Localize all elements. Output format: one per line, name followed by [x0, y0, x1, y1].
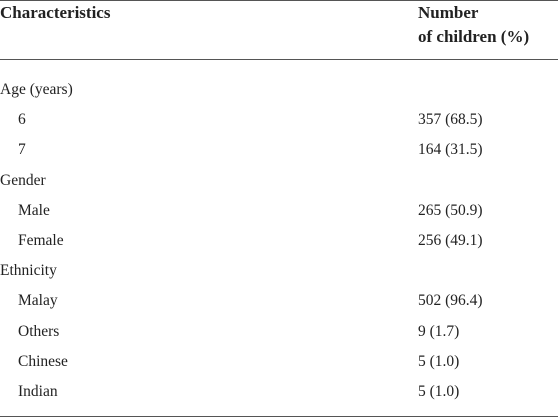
row-label: Indian: [18, 383, 58, 400]
top-rule: [0, 0, 558, 1]
group-label: Ethnicity: [0, 262, 57, 280]
group-label: Gender: [0, 171, 46, 189]
row-label: Chinese: [18, 352, 68, 370]
row-label: Female: [18, 232, 64, 249]
column-header: Number: [418, 3, 479, 22]
column-header: of children (%): [418, 27, 530, 46]
row-value: 256 (49.1): [418, 232, 483, 249]
row-label: Others: [18, 322, 60, 340]
row-value: 502 (96.4): [418, 292, 483, 310]
row-label: 6: [18, 111, 26, 129]
group-label: Age (years): [0, 81, 73, 98]
row-label: Malay: [18, 292, 58, 310]
header-rule: [0, 59, 558, 60]
row-value: 9 (1.7): [418, 322, 460, 340]
row-value: 265 (50.9): [418, 201, 483, 219]
row-value: 357 (68.5): [418, 111, 483, 129]
row-value: 164 (31.5): [418, 141, 483, 159]
row-label: 7: [18, 141, 26, 159]
row-label: Male: [18, 201, 50, 219]
column-header: Characteristics: [0, 3, 111, 22]
bottom-rule: [0, 416, 558, 417]
row-value: 5 (1.0): [418, 352, 460, 370]
row-value: 5 (1.0): [418, 383, 460, 400]
